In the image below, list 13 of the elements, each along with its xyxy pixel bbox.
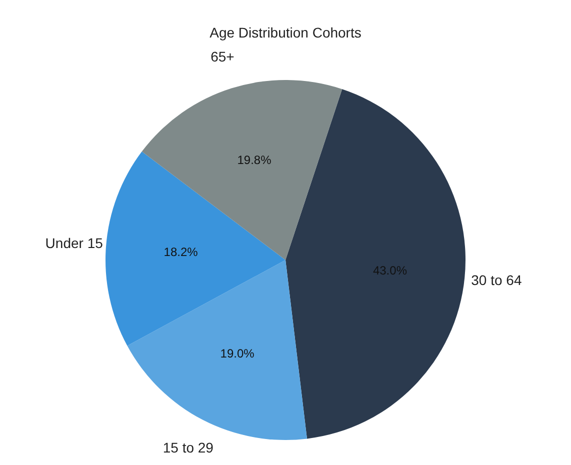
pie-slice: [106, 152, 286, 346]
slice-label: 30 to 64: [471, 272, 522, 288]
data-label: 19.0%: [220, 346, 255, 360]
data-label: 18.2%: [164, 245, 198, 260]
data-label: 19.8%: [237, 152, 272, 167]
data-label: 43.0%: [372, 263, 408, 278]
slice-label: 15 to 29: [162, 439, 214, 456]
pie-slice: [286, 89, 466, 439]
pie-slice: [142, 80, 342, 260]
slice-label: 65+: [210, 48, 234, 65]
chart-title: Age Distribution Cohorts: [210, 24, 362, 41]
pie-slice: [127, 260, 308, 440]
slice-label: Under 15: [45, 235, 104, 252]
